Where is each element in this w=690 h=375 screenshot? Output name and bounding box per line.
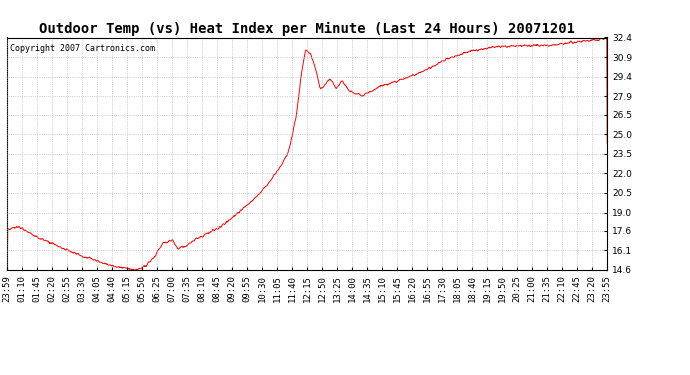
Title: Outdoor Temp (vs) Heat Index per Minute (Last 24 Hours) 20071201: Outdoor Temp (vs) Heat Index per Minute … [39, 22, 575, 36]
Text: Copyright 2007 Cartronics.com: Copyright 2007 Cartronics.com [10, 45, 155, 54]
